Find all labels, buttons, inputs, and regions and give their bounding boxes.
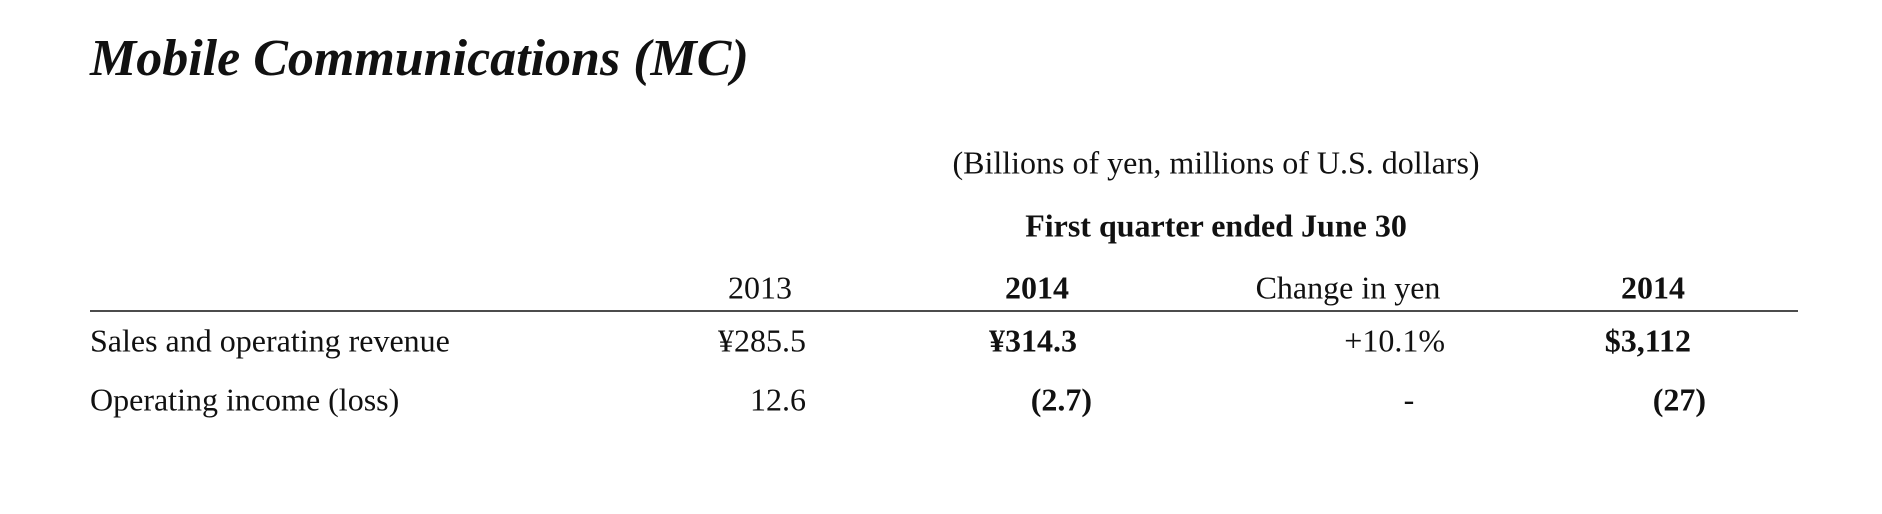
row-label: Operating income (loss) bbox=[90, 381, 399, 417]
cell: - bbox=[1404, 381, 1415, 417]
unit-note: (Billions of yen, millions of U.S. dolla… bbox=[952, 144, 1479, 180]
column-header: 2013 bbox=[728, 269, 792, 305]
cell: (27) bbox=[1653, 381, 1706, 417]
cell: 12.6 bbox=[750, 381, 806, 417]
cell: (2.7) bbox=[1031, 381, 1092, 417]
title: Mobile Communications (MC) bbox=[89, 30, 749, 87]
column-header: 2014 bbox=[1005, 269, 1069, 305]
cell: ¥285.5 bbox=[718, 322, 806, 358]
cell: ¥314.3 bbox=[989, 322, 1077, 358]
row-label: Sales and operating revenue bbox=[90, 322, 450, 358]
period-header: First quarter ended June 30 bbox=[1025, 207, 1407, 243]
column-header: Change in yen bbox=[1256, 269, 1441, 305]
cell: +10.1% bbox=[1344, 322, 1445, 358]
column-header: 2014 bbox=[1621, 269, 1685, 305]
cell: $3,112 bbox=[1605, 322, 1691, 358]
